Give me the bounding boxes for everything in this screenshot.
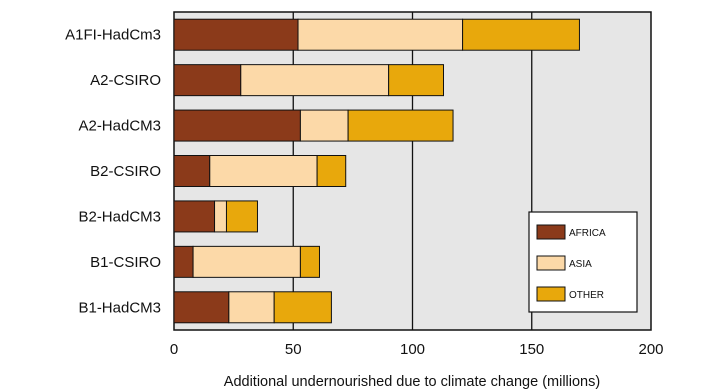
category-label: A2-HadCM3 [78, 118, 161, 135]
bar-B2-CSIRO-africa [173, 155, 211, 187]
bar-B2-HadCM3-asia [214, 200, 227, 233]
legend-swatch-other [536, 286, 566, 302]
legend-swatch-asia [536, 255, 566, 271]
x-tick-label: 0 [170, 341, 178, 358]
bar-B2-CSIRO-other [316, 155, 347, 187]
bar-A1FI-HadCm3-asia [297, 18, 464, 51]
category-label: A1FI-HadCm3 [65, 27, 161, 44]
bar-A2-CSIRO-other [388, 64, 445, 97]
bar-B1-CSIRO-africa [173, 245, 194, 278]
legend-label-asia: ASIA [569, 259, 592, 270]
bar-A2-CSIRO-africa [173, 64, 242, 97]
bar-A2-HadCM3-asia [299, 109, 349, 142]
category-label: B1-CSIRO [90, 254, 161, 271]
legend-label-other: OTHER [569, 290, 604, 301]
bars [173, 18, 580, 324]
bar-A2-HadCM3-other [347, 109, 454, 142]
legend-label-africa: AFRICA [569, 228, 606, 239]
category-label: B1-HadCM3 [78, 299, 161, 316]
bar-B1-CSIRO-other [299, 245, 320, 278]
bar-B1-HadCM3-asia [228, 291, 275, 324]
bar-A2-HadCM3-africa [173, 109, 301, 142]
x-tick-labels: 0 50 100 150 200 [170, 341, 664, 358]
legend: AFRICA ASIA OTHER [528, 211, 638, 313]
legend-swatch-africa [536, 224, 566, 240]
bar-B2-HadCM3-africa [173, 200, 216, 233]
bar-B1-HadCM3-other [273, 291, 332, 324]
bar-A1FI-HadCm3-africa [173, 18, 299, 51]
category-label: B2-CSIRO [90, 163, 161, 180]
x-tick-label: 100 [400, 341, 425, 358]
bar-B2-CSIRO-asia [209, 155, 318, 187]
x-tick-label: 50 [285, 341, 302, 358]
category-label: B2-HadCM3 [78, 208, 161, 225]
x-axis-label: Additional undernourished due to climate… [224, 374, 600, 390]
category-label: A2-CSIRO [90, 72, 161, 89]
bar-B1-CSIRO-asia [192, 245, 301, 278]
bar-B2-HadCM3-other [225, 200, 258, 233]
bar-A2-CSIRO-asia [240, 64, 390, 97]
x-tick-label: 200 [638, 341, 663, 358]
category-labels: A1FI-HadCm3 A2-CSIRO A2-HadCM3 B2-CSIRO B2-H… [65, 27, 161, 317]
bar-B1-HadCM3-africa [173, 291, 230, 324]
bar-A1FI-HadCm3-other [462, 18, 580, 51]
x-tick-label: 150 [519, 341, 544, 358]
